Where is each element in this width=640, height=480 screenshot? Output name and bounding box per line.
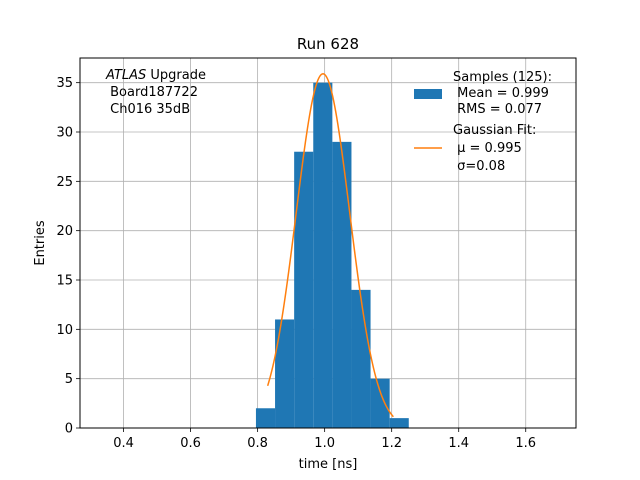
annotation-italic: ATLAS xyxy=(105,68,146,83)
plot-frame xyxy=(79,57,577,429)
y-tick-label: 25 xyxy=(56,175,73,190)
legend-samples-line-3: RMS = 0.077 xyxy=(453,102,542,117)
y-tick-label: 35 xyxy=(56,76,73,91)
x-tick-label: 0.8 xyxy=(247,436,268,451)
x-tick-label: 1.2 xyxy=(381,436,402,451)
atlas-annotation: ATLAS Upgrade Board187722 Ch016 35dB xyxy=(105,68,206,117)
y-axis-label: Entries xyxy=(33,220,48,266)
histogram-bar xyxy=(294,151,314,428)
gaussian-fit-line xyxy=(266,73,394,418)
x-tick-label: 0.6 xyxy=(180,436,201,451)
histogram-bar xyxy=(255,408,276,428)
legend-samples-line-1: Samples (125): xyxy=(453,70,552,85)
histogram-bar xyxy=(313,82,333,429)
annotation-upgrade: Upgrade xyxy=(146,68,206,83)
annotation-line-2: Board187722 xyxy=(106,85,198,100)
legend-fit-line-3: σ=0.08 xyxy=(453,159,505,174)
y-tick-label: 10 xyxy=(56,323,73,338)
y-tick-label: 20 xyxy=(56,224,73,239)
histogram-bar xyxy=(389,418,409,428)
axis-ticks: 0.4 0.6 0.8 1.0 1.2 1.4 1.6 0 5 10 15 20 25 30 35 xyxy=(56,76,536,451)
histogram-bar xyxy=(275,319,295,428)
x-tick-label: 1.0 xyxy=(314,436,335,451)
annotation-line-3: Ch016 35dB xyxy=(106,102,190,117)
x-tick-label: 0.4 xyxy=(113,436,134,451)
histogram-bars xyxy=(255,82,409,429)
histogram-bar xyxy=(332,141,352,428)
y-tick-label: 30 xyxy=(56,126,73,141)
histogram-bar xyxy=(351,289,371,428)
legend-fit-line-2: μ = 0.995 xyxy=(453,141,522,156)
y-tick-label: 15 xyxy=(56,274,73,289)
legend: Samples (125): Mean = 0.999 RMS = 0.077 … xyxy=(414,70,552,174)
x-axis-label: time [ns] xyxy=(299,457,358,472)
chart-title: Run 628 xyxy=(297,35,359,53)
legend-samples-line-2: Mean = 0.999 xyxy=(453,86,549,101)
y-tick-label: 0 xyxy=(65,422,73,437)
x-tick-label: 1.6 xyxy=(515,436,536,451)
histogram-bar xyxy=(370,378,390,428)
legend-samples-swatch xyxy=(414,89,442,99)
x-tick-label: 1.4 xyxy=(448,436,469,451)
y-tick-label: 5 xyxy=(65,372,73,387)
legend-fit-line-1: Gaussian Fit: xyxy=(453,123,536,138)
annotation-line-1: ATLAS Upgrade xyxy=(105,68,206,83)
